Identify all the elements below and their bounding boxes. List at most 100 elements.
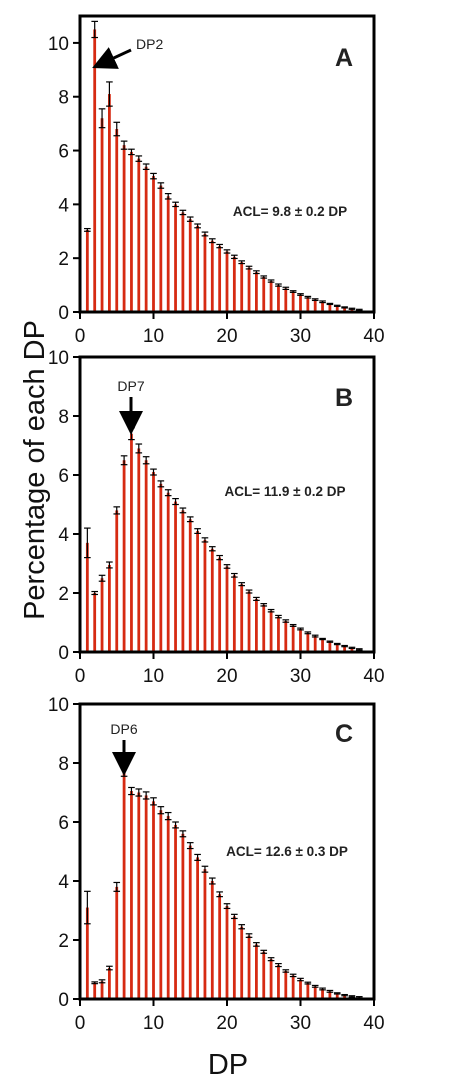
error-bar: [157, 182, 165, 189]
bar: [269, 610, 273, 652]
error-bar: [120, 140, 128, 150]
error-bar: [194, 853, 201, 861]
error-bar: [348, 307, 356, 310]
error-bar: [238, 582, 246, 587]
error-bar: [223, 249, 231, 254]
error-bar: [245, 933, 253, 938]
bar: [284, 621, 288, 652]
error-bar: [106, 561, 113, 569]
bar: [328, 991, 332, 999]
y-tick-label: 8: [58, 407, 69, 428]
y-axis-title: Percentage of each DP: [19, 320, 51, 620]
error-bar: [91, 20, 99, 39]
bar: [306, 632, 310, 652]
bar: [85, 542, 89, 652]
error-bar: [91, 981, 99, 985]
error-bar: [260, 275, 268, 279]
panel-a: 0 2 4 6 8 10 0 10 20 30 40 A ACL= 9.8 ± 0.2 DP DP2: [48, 14, 385, 347]
error-bar: [348, 995, 356, 998]
error-bar: [179, 209, 187, 216]
bar: [203, 539, 207, 652]
panel-letter: C: [335, 720, 353, 748]
error-bar: [231, 572, 238, 578]
bar: [291, 291, 295, 312]
error-bar: [341, 993, 348, 997]
bar: [284, 970, 288, 999]
error-bar: [326, 302, 334, 306]
bar: [115, 510, 119, 652]
bar: [335, 993, 339, 999]
y-tick-label: 2: [58, 584, 69, 605]
bar: [350, 647, 354, 652]
y-tick-label: 8: [58, 754, 69, 775]
error-bar: [253, 596, 260, 601]
panel-letter: A: [335, 44, 353, 72]
bar: [166, 816, 170, 999]
bar: [232, 256, 236, 312]
bar: [122, 145, 126, 312]
bar: [122, 460, 126, 652]
error-bar: [333, 304, 341, 307]
error-bar: [267, 279, 275, 283]
bar: [218, 557, 222, 652]
error-bar: [326, 640, 334, 643]
error-bar: [216, 243, 223, 249]
error-bar: [238, 924, 246, 930]
bar: [115, 129, 119, 312]
error-bar: [348, 646, 356, 650]
bar: [85, 229, 89, 312]
error-bar: [150, 468, 157, 476]
bar: [159, 185, 163, 312]
error-bar: [157, 480, 165, 488]
bar: [166, 492, 170, 652]
bar: [247, 591, 251, 652]
bar: [277, 285, 280, 312]
bar: [232, 575, 236, 652]
bar: [203, 869, 207, 999]
error-bar: [201, 231, 209, 237]
bar: [247, 267, 251, 312]
bar: [328, 303, 332, 312]
error-bar: [311, 984, 319, 988]
error-bar: [98, 574, 106, 582]
bar: [108, 564, 111, 652]
bar: [247, 935, 251, 999]
error-bar: [172, 498, 179, 506]
y-tick-label: 6: [58, 466, 69, 487]
error-bar: [319, 987, 326, 991]
bar: [100, 578, 104, 652]
bar: [144, 460, 148, 652]
x-tick-label: 0: [75, 1013, 86, 1034]
error-bar: [297, 293, 304, 296]
bar: [335, 305, 339, 312]
bar: [328, 641, 332, 652]
bar: [240, 926, 244, 999]
error-bar: [128, 427, 135, 441]
bar: [313, 636, 317, 652]
bar: [335, 644, 339, 652]
x-tick-label: 40: [363, 1013, 384, 1034]
bar: [130, 433, 133, 652]
error-bar: [333, 992, 341, 995]
y-tick-label: 10: [48, 348, 69, 369]
error-bar: [267, 957, 275, 962]
bar: [130, 791, 133, 999]
bar: [313, 986, 317, 999]
error-bar: [231, 913, 238, 920]
bar: [255, 944, 258, 999]
y-tick-label: 8: [58, 88, 69, 109]
bar: [174, 501, 177, 652]
peak-label: DP6: [110, 721, 137, 737]
error-bar: [84, 890, 91, 925]
error-bar: [128, 148, 135, 156]
bar: [137, 158, 141, 312]
bar: [291, 975, 295, 999]
error-bar: [150, 797, 157, 806]
error-bar: [275, 614, 282, 619]
error-bar: [355, 308, 363, 311]
error-bar: [172, 821, 179, 829]
bar: [100, 981, 104, 999]
bar: [188, 219, 192, 312]
bar: [144, 166, 148, 312]
bar: [291, 625, 295, 652]
